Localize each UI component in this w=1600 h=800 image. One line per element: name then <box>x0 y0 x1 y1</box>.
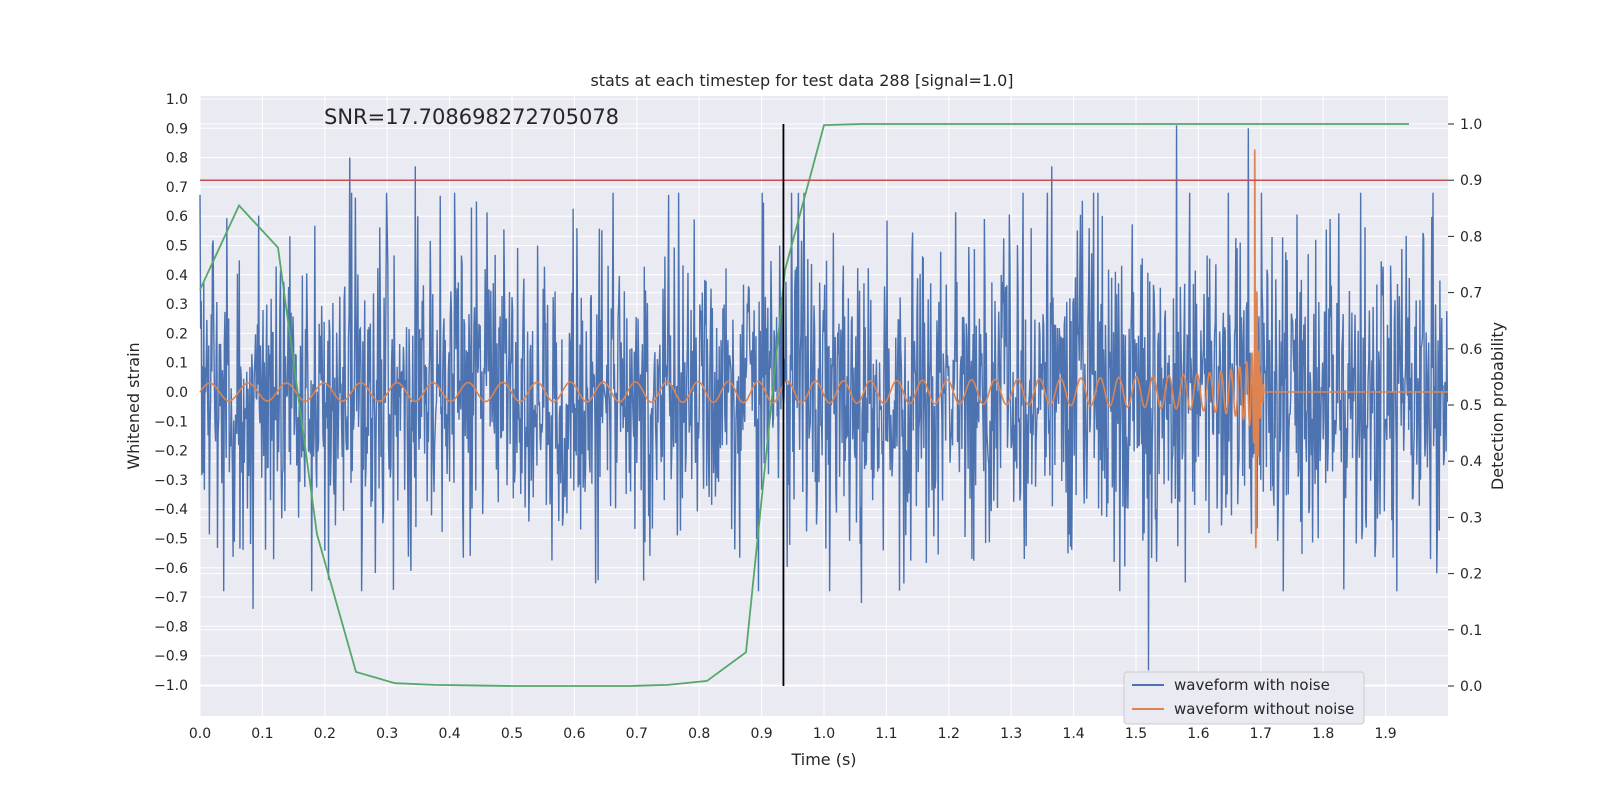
y2-tick-label: 0.1 <box>1460 623 1482 639</box>
x-tick-label: 0.4 <box>438 726 460 742</box>
y-axis-label: Whitened strain <box>124 342 143 469</box>
legend-box <box>1123 671 1365 725</box>
y2-tick-label: 0.4 <box>1460 454 1482 470</box>
y-tick-label: 1.0 <box>166 92 188 108</box>
y-tick-label: 0.2 <box>166 326 188 342</box>
y2-tick-label: 0.8 <box>1460 229 1482 245</box>
reference-lines <box>200 124 1448 686</box>
y-tick-label: 0.5 <box>166 239 188 255</box>
y-tick-label: −0.6 <box>154 561 188 577</box>
y-tick-label: −0.1 <box>154 414 188 430</box>
ticks: 0.0 0.1 0.2 0.3 0.4 0.5 0.6 0.7 0.8 0.9 1.0 1.1 1.2 1… <box>154 92 1482 742</box>
y-tick-label: 0.8 <box>166 151 188 167</box>
y-tick-label: 0.0 <box>166 385 188 401</box>
y-tick-label: 0.6 <box>166 209 188 225</box>
y-tick-label: 0.9 <box>166 121 188 137</box>
y2-tick-label: 0.2 <box>1460 567 1482 583</box>
y-tick-label: −0.8 <box>154 619 188 635</box>
y2-tick-label: 0.3 <box>1460 510 1482 526</box>
y2-tick-label: 0.6 <box>1460 342 1482 358</box>
detection-probability-line <box>199 123 1409 687</box>
x-tick-label: 0.7 <box>626 726 648 742</box>
legend-label-noise: waveform with noise <box>1174 676 1330 694</box>
y-tick-label: −0.9 <box>154 649 188 665</box>
x-tick-label: 0.0 <box>189 726 211 742</box>
x-tick-label: 1.9 <box>1374 726 1396 742</box>
chart-title: stats at each timestep for test data 288… <box>590 71 1013 90</box>
series-layer <box>199 123 1449 687</box>
y2-tick-label: 1.0 <box>1460 117 1482 133</box>
waveform-without-noise-line <box>199 149 1448 549</box>
legend: waveform with noise waveform without noi… <box>1123 671 1365 725</box>
y-tick-label: −0.3 <box>154 473 188 489</box>
x-tick-label: 1.4 <box>1062 726 1084 742</box>
y-tick-label: 0.4 <box>166 268 188 284</box>
x-tick-label: 0.6 <box>563 726 585 742</box>
x-tick-label: 1.5 <box>1125 726 1147 742</box>
y-tick-label: 0.1 <box>166 356 188 372</box>
x-tick-label: 1.6 <box>1187 726 1209 742</box>
y2-tick-label: 0.5 <box>1460 398 1482 414</box>
x-tick-label: 1.3 <box>1000 726 1022 742</box>
y-tick-label: −0.2 <box>154 444 188 460</box>
x-tick-label: 0.9 <box>750 726 772 742</box>
x-tick-label: 1.0 <box>813 726 835 742</box>
snr-annotation: SNR=17.708698272705078 <box>324 105 619 129</box>
x-tick-label: 1.7 <box>1250 726 1272 742</box>
y-tick-label: −0.4 <box>154 502 188 518</box>
y2-tick-label: 0.9 <box>1460 173 1482 189</box>
y-tick-label: −0.7 <box>154 590 188 606</box>
y-tick-label: 0.3 <box>166 297 188 313</box>
y2-axis-label: Detection probability <box>1488 322 1507 490</box>
x-axis-label: Time (s) <box>790 750 856 769</box>
x-tick-label: 0.3 <box>376 726 398 742</box>
y-tick-label: −1.0 <box>154 678 188 694</box>
y2-tick-label: 0.7 <box>1460 286 1482 302</box>
y2-tick-label: 0.0 <box>1460 679 1482 695</box>
y-tick-label: 0.7 <box>166 180 188 196</box>
x-tick-label: 1.8 <box>1312 726 1334 742</box>
x-tick-label: 0.1 <box>251 726 273 742</box>
x-tick-label: 0.2 <box>314 726 336 742</box>
x-tick-label: 0.8 <box>688 726 710 742</box>
legend-label-clean: waveform without noise <box>1174 700 1354 718</box>
x-tick-label: 1.1 <box>875 726 897 742</box>
y-tick-label: −0.5 <box>154 532 188 548</box>
x-tick-label: 1.2 <box>938 726 960 742</box>
x-tick-label: 0.5 <box>501 726 523 742</box>
